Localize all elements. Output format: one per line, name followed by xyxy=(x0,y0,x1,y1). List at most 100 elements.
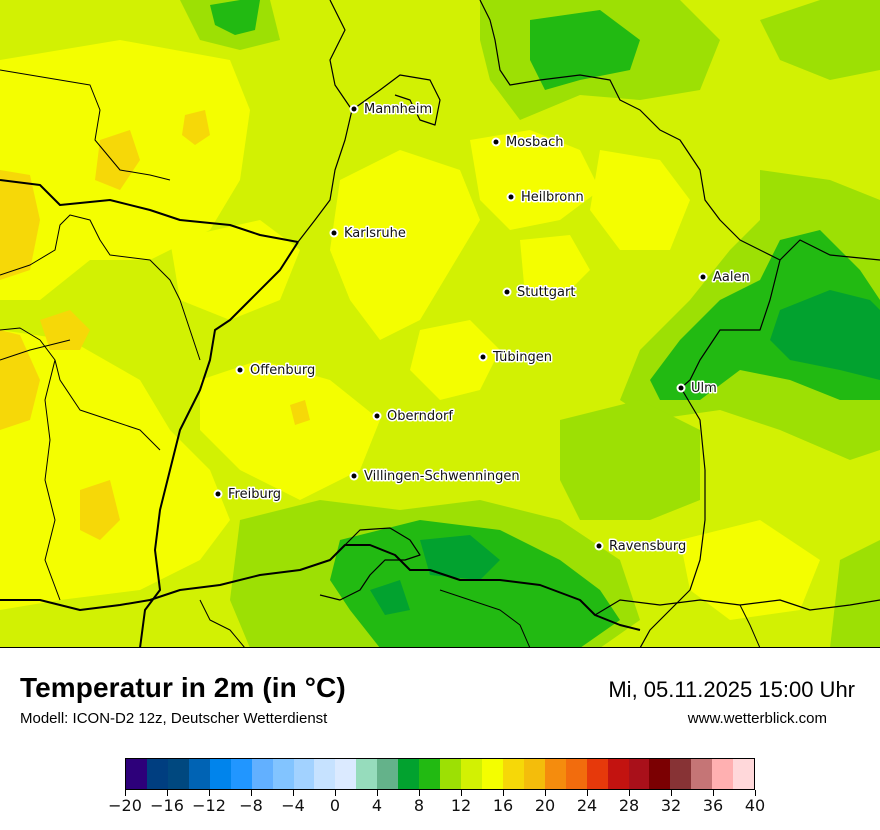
city-t-bingen: Tübingen xyxy=(478,349,554,367)
colorbar-bin xyxy=(209,759,231,789)
political-borders xyxy=(0,0,880,647)
colorbar-bin xyxy=(356,759,378,789)
colorbar-tick xyxy=(418,790,420,796)
city-label: Oberndorf xyxy=(387,409,453,424)
colorbar-tick xyxy=(292,790,294,796)
city-dot-icon xyxy=(374,413,380,419)
city-label: Villingen-Schwenningen xyxy=(364,469,520,484)
city-dot-icon xyxy=(596,543,602,549)
colorbar-bin xyxy=(691,759,713,789)
colorbar-bin xyxy=(544,759,566,789)
colorbar-bin xyxy=(230,759,252,789)
temperature-colorbar xyxy=(125,758,755,790)
colorbar-bin xyxy=(293,759,315,789)
colorbar-tick-label: 32 xyxy=(660,796,682,815)
city-label: Heilbronn xyxy=(521,190,584,205)
colorbar-bin xyxy=(628,759,650,789)
colorbar-tick xyxy=(712,790,714,796)
city-mannheim: Mannheim xyxy=(349,101,434,119)
colorbar-bin xyxy=(335,759,357,789)
city-label: Stuttgart xyxy=(517,285,575,300)
colorbar-tick xyxy=(250,790,252,796)
colorbar-tick xyxy=(334,790,336,796)
colorbar-tick xyxy=(544,790,546,796)
city-dot-icon xyxy=(215,491,221,497)
colorbar-bin xyxy=(481,759,503,789)
city-ravensburg: Ravensburg xyxy=(594,538,688,556)
colorbar-ticks: −20 −16 −12 −8 −4 0 4 8 12 16 20 24 28 32 36 40 xyxy=(108,790,765,820)
colorbar-tick xyxy=(208,790,210,796)
map-canvas: Mannheim Mosbach Heilbronn Karlsruhe Aalen St… xyxy=(0,0,880,647)
colorbar-tick-label: −16 xyxy=(150,796,184,815)
colorbar-tick xyxy=(754,790,756,796)
colorbar-tick-label: −20 xyxy=(108,796,142,815)
city-stuttgart: Stuttgart xyxy=(502,284,577,302)
city-dot-icon xyxy=(493,139,499,145)
colorbar-bin xyxy=(188,759,210,789)
colorbar-bin xyxy=(146,759,168,789)
website-link[interactable]: www.wetterblick.com xyxy=(687,710,827,727)
city-label: Aalen xyxy=(713,270,750,285)
colorbar-tick xyxy=(460,790,462,796)
colorbar-tick-label: 20 xyxy=(534,796,556,815)
colorbar-bin xyxy=(314,759,336,789)
city-oberndorf: Oberndorf xyxy=(372,408,455,426)
colorbar-bin xyxy=(649,759,671,789)
city-label: Karlsruhe xyxy=(344,226,406,241)
city-label: Ravensburg xyxy=(609,539,686,554)
colorbar-tick-label: 24 xyxy=(576,796,598,815)
model-source: Modell: ICON-D2 12z, Deutscher Wetterdie… xyxy=(20,710,328,727)
colorbar-tick xyxy=(670,790,672,796)
city-karlsruhe: Karlsruhe xyxy=(329,225,407,243)
city-villingen-schwenningen: Villingen-Schwenningen xyxy=(349,468,521,486)
city-label: Offenburg xyxy=(250,363,315,378)
colorbar-tick-label: 12 xyxy=(450,796,472,815)
city-label: Mannheim xyxy=(364,102,432,117)
colorbar-bin xyxy=(440,759,461,789)
city-offenburg: Offenburg xyxy=(235,362,317,380)
colorbar-bin xyxy=(733,759,755,789)
colorbar-tick-label: 8 xyxy=(413,796,425,815)
colorbar-tick-label: 16 xyxy=(492,796,514,815)
city-dot-icon xyxy=(351,106,357,112)
map-title: Temperatur in 2m (in °C) xyxy=(20,672,346,703)
city-dot-icon xyxy=(504,289,510,295)
colorbar-tick xyxy=(502,790,504,796)
colorbar-bin xyxy=(565,759,587,789)
colorbar-bin xyxy=(167,759,189,789)
colorbar-bin xyxy=(251,759,273,789)
colorbar-bin xyxy=(670,759,692,789)
city-dot-icon xyxy=(351,473,357,479)
city-label: Ulm xyxy=(691,381,717,396)
colorbar-bin xyxy=(607,759,629,789)
colorbar-tick-label: 4 xyxy=(371,796,383,815)
city-mosbach: Mosbach xyxy=(491,134,565,152)
city-markers: Mannheim Mosbach Heilbronn Karlsruhe Aalen St… xyxy=(213,101,751,556)
colorbar-tick-label: 36 xyxy=(702,796,724,815)
colorbar-tick xyxy=(628,790,630,796)
city-aalen: Aalen xyxy=(698,269,751,287)
colorbar-tick xyxy=(124,790,126,796)
city-freiburg: Freiburg xyxy=(213,486,283,504)
colorbar-bin xyxy=(126,759,147,789)
colorbar-tick xyxy=(166,790,168,796)
colorbar-bin xyxy=(502,759,524,789)
colorbar-bin xyxy=(712,759,734,789)
colorbar-bin xyxy=(523,759,545,789)
city-heilbronn: Heilbronn xyxy=(506,189,585,207)
city-dot-icon xyxy=(480,354,486,360)
city-dot-icon xyxy=(331,230,337,236)
colorbar-bin xyxy=(377,759,399,789)
colorbar-tick-label: −4 xyxy=(281,796,305,815)
colorbar-tick-label: −12 xyxy=(192,796,226,815)
city-dot-icon xyxy=(678,385,684,391)
warm-field-18 xyxy=(0,110,310,540)
city-dot-icon xyxy=(508,194,514,200)
city-label: Mosbach xyxy=(506,135,564,150)
colorbar-tick-label: 40 xyxy=(744,796,766,815)
colorbar-bin xyxy=(586,759,608,789)
colorbar-bin xyxy=(419,759,441,789)
city-label: Tübingen xyxy=(492,350,552,365)
city-dot-icon xyxy=(237,367,243,373)
colorbar-bin xyxy=(461,759,482,789)
